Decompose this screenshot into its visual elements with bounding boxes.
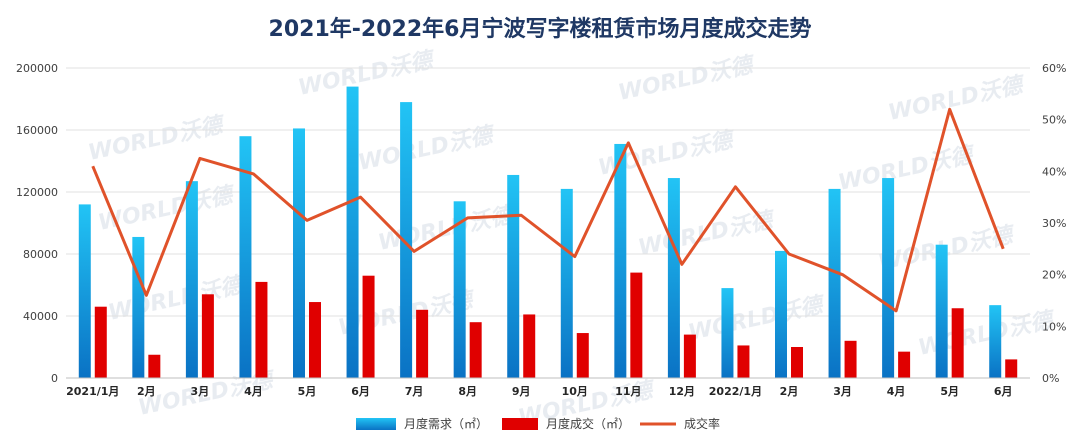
- deal-bar: [309, 302, 321, 378]
- x-tick-label: 9月: [512, 385, 531, 398]
- bars: [78, 86, 1018, 378]
- deal-bar: [844, 340, 857, 378]
- y-left-tick-label: 0: [51, 372, 58, 385]
- y-right-tick-label: 30%: [1042, 217, 1066, 230]
- deal-bar: [201, 294, 214, 378]
- x-tick-label: 2月: [137, 385, 156, 398]
- x-tick-label: 11月: [615, 385, 641, 398]
- deal-bar: [469, 322, 482, 378]
- y-right-tick-label: 60%: [1042, 62, 1066, 75]
- grid: [66, 67, 1030, 379]
- x-tick-label: 5月: [940, 385, 959, 398]
- demand-bar: [78, 204, 91, 378]
- deal-bar: [416, 309, 429, 378]
- demand-bar: [132, 236, 145, 378]
- x-tick-label: 3月: [191, 385, 210, 398]
- watermark-text: WORLD沃德: [296, 47, 438, 101]
- watermark-text: WORLD沃德: [886, 72, 1028, 126]
- demand-bar: [239, 136, 252, 378]
- y-left-tick-label: 40000: [23, 310, 58, 323]
- x-tick-label: 10月: [562, 385, 588, 398]
- x-tick-label: 3月: [833, 385, 852, 398]
- x-tick-label: 2021/1月: [66, 385, 119, 398]
- demand-bar: [989, 305, 1002, 378]
- y-right-tick-label: 20%: [1042, 269, 1066, 282]
- deal-bar: [791, 347, 803, 378]
- deal-bar: [630, 272, 643, 378]
- deal-bar: [255, 281, 268, 378]
- demand-bar: [667, 178, 680, 378]
- chart-title: 2021年-2022年6月宁波写字楼租赁市场月度成交走势: [269, 16, 812, 42]
- watermark-text: WORLD沃德: [836, 142, 978, 196]
- watermark-text: WORLD沃德: [86, 112, 228, 166]
- legend-rate-label: 成交率: [684, 416, 720, 431]
- deal-bar: [737, 345, 750, 378]
- rate-line-path: [91, 107, 1005, 313]
- watermark-text: WORLD沃德: [616, 52, 758, 106]
- legend-deal-swatch: [502, 418, 538, 430]
- x-tick-label: 6月: [351, 385, 370, 398]
- y-right-tick-label: 10%: [1042, 320, 1066, 333]
- y-left-tick-label: 200000: [16, 62, 58, 75]
- x-tick-label: 6月: [994, 385, 1013, 398]
- y-left-tick-label: 160000: [16, 124, 58, 137]
- deal-bar: [1005, 359, 1018, 378]
- legend-deal-label: 月度成交（㎡）: [546, 416, 630, 431]
- rate-line: [91, 107, 1005, 313]
- x-tick-label: 2月: [780, 385, 799, 398]
- deal-bar: [362, 275, 375, 378]
- demand-bar: [775, 250, 787, 378]
- y-left-tick-label: 120000: [16, 186, 58, 199]
- demand-bar: [560, 188, 573, 378]
- y-left-tick-label: 80000: [23, 248, 58, 261]
- x-tick-label: 4月: [244, 385, 263, 398]
- x-tick-label: 7月: [405, 385, 424, 398]
- axes: 0 40000 80000 120000 160000 200000 0% 10% 20% 30%…: [16, 62, 1066, 398]
- x-tick-label: 4月: [887, 385, 906, 398]
- demand-bar: [346, 86, 359, 378]
- demand-bar: [507, 174, 520, 378]
- deal-bar: [898, 351, 911, 378]
- demand-bar: [614, 143, 627, 378]
- demand-bar: [453, 201, 466, 378]
- demand-bar: [882, 178, 895, 378]
- deal-bar: [576, 333, 589, 378]
- y-right-tick-label: 40%: [1042, 165, 1066, 178]
- deal-bar: [148, 354, 161, 378]
- x-tick-label: 5月: [298, 385, 317, 398]
- x-tick-label: 8月: [458, 385, 477, 398]
- deal-bar: [683, 334, 696, 378]
- watermark-text: WORLD沃德: [106, 272, 248, 326]
- legend-demand-label: 月度需求（㎡）: [404, 416, 488, 431]
- deal-bar: [94, 306, 107, 378]
- x-tick-label: 2022/1月: [709, 385, 762, 398]
- demand-bar: [293, 128, 305, 378]
- demand-bar: [721, 288, 734, 378]
- x-tick-label: 12月: [669, 385, 695, 398]
- watermark-text: WORLD沃德: [686, 292, 828, 346]
- deal-bar: [523, 314, 536, 378]
- demand-bar: [828, 188, 841, 378]
- legend: 月度需求（㎡） 月度成交（㎡） 成交率: [356, 416, 720, 431]
- demand-bar: [400, 102, 413, 378]
- legend-demand-swatch: [356, 418, 396, 430]
- demand-bar: [935, 244, 948, 378]
- deal-bar: [951, 308, 964, 378]
- y-right-tick-label: 0%: [1042, 372, 1059, 385]
- demand-bar: [185, 181, 198, 378]
- y-right-tick-label: 50%: [1042, 114, 1066, 127]
